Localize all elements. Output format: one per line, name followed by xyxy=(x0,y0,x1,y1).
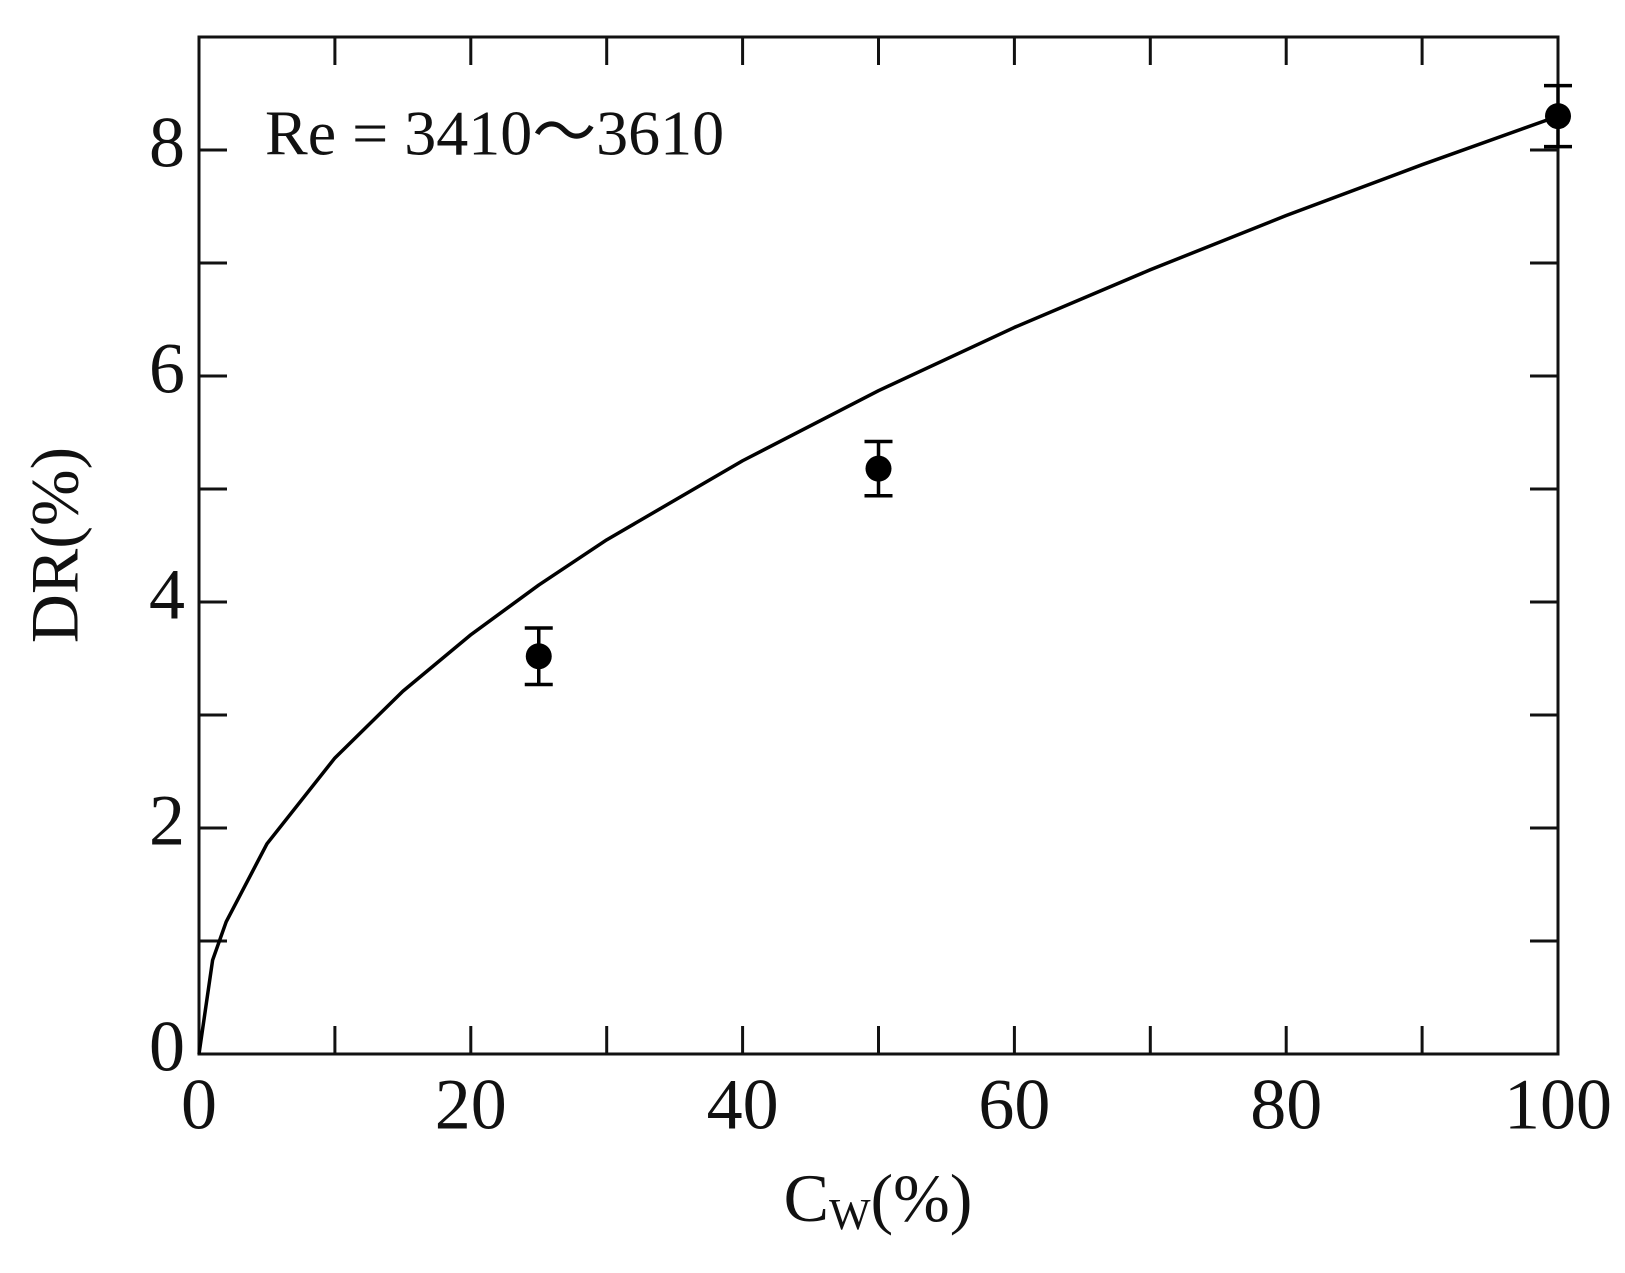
x-tick-label: 80 xyxy=(1250,1065,1322,1145)
x-tick-label: 60 xyxy=(978,1065,1050,1145)
annotation: Re = 3410～3610 xyxy=(265,98,724,169)
y-tick-label: 4 xyxy=(149,555,185,635)
y-tick-label: 6 xyxy=(149,329,185,409)
data-point xyxy=(525,643,552,670)
x-label-subscript: W xyxy=(829,1190,871,1239)
x-axis-label: CW(%) xyxy=(784,1160,973,1239)
x-tick-label: 0 xyxy=(181,1065,217,1145)
y-tick-label: 8 xyxy=(149,103,185,183)
y-tick-label: 2 xyxy=(149,781,185,861)
y-tick-label: 0 xyxy=(149,1007,185,1087)
x-label-base: C xyxy=(784,1160,829,1236)
fit-curve xyxy=(197,114,1559,1055)
data-point xyxy=(1545,103,1571,130)
x-tick-label: 100 xyxy=(1504,1065,1612,1145)
x-label-suffix: (%) xyxy=(870,1160,972,1236)
x-tick-label: 40 xyxy=(707,1065,779,1145)
y-axis-label: DR(%) xyxy=(17,447,93,643)
data-point xyxy=(865,455,892,482)
x-tick-label: 20 xyxy=(435,1065,507,1145)
